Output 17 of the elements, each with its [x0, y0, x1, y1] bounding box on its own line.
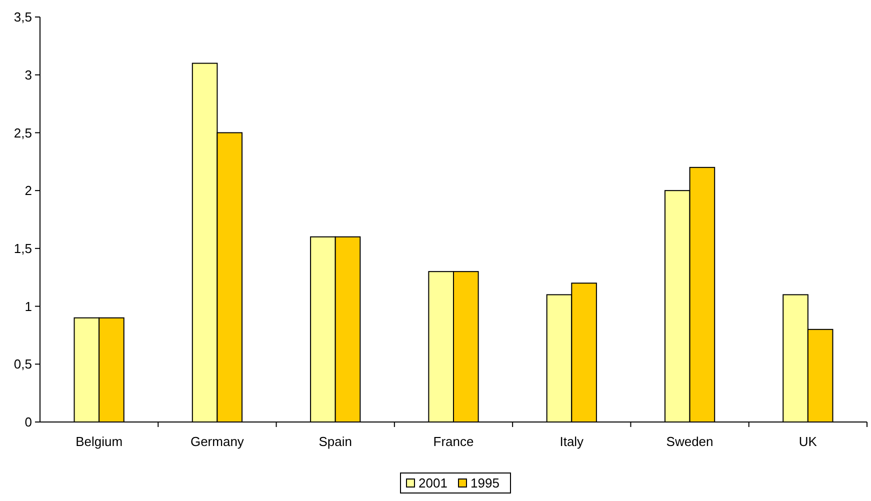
- x-tick-label: Italy: [560, 434, 584, 449]
- x-tick-label: Spain: [318, 434, 352, 449]
- x-tick-label: Germany: [190, 434, 244, 449]
- x-tick-label: UK: [798, 434, 818, 449]
- y-tick-label: 0: [24, 414, 32, 430]
- x-tick-label: Sweden: [666, 434, 714, 449]
- y-tick-label: 1,5: [14, 240, 32, 256]
- y-tick-label: 2: [24, 183, 32, 198]
- legend-label: 1995: [470, 476, 500, 491]
- x-tick-label: Belgium: [76, 434, 123, 449]
- y-tick-label: 0,5: [14, 356, 32, 372]
- y-tick-label: 1: [24, 298, 32, 314]
- y-tick-label: 2,5: [14, 125, 32, 140]
- legend-label: 2001: [418, 476, 448, 491]
- y-tick-label: 3: [24, 67, 32, 82]
- y-tick-label: 3,5: [14, 10, 32, 25]
- x-tick-label: France: [433, 434, 474, 449]
